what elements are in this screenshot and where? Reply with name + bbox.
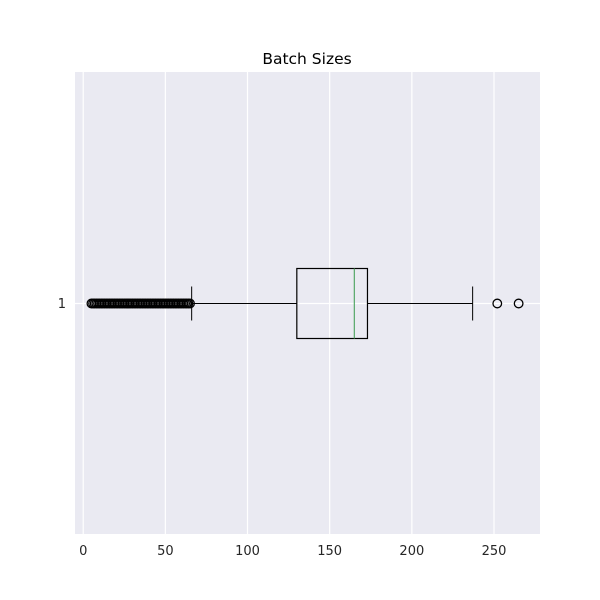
x-tick-labels: 0 50 100 150 200 250 (79, 544, 506, 559)
x-tick-label: 150 (317, 544, 342, 559)
x-tick-label: 250 (482, 544, 507, 559)
y-tick-label: 1 (58, 297, 66, 312)
x-tick-label: 50 (157, 544, 174, 559)
iqr-box (296, 267, 369, 340)
outlier-point (513, 298, 524, 309)
box-plot (86, 267, 524, 340)
x-tick-label: 200 (399, 544, 424, 559)
x-tick-label: 100 (235, 544, 260, 559)
outlier-point (492, 298, 503, 309)
outlier-point (185, 298, 195, 309)
y-tick-labels: 1 (58, 297, 66, 312)
x-tick-label: 0 (79, 544, 87, 559)
chart-title: Batch Sizes (262, 50, 351, 68)
